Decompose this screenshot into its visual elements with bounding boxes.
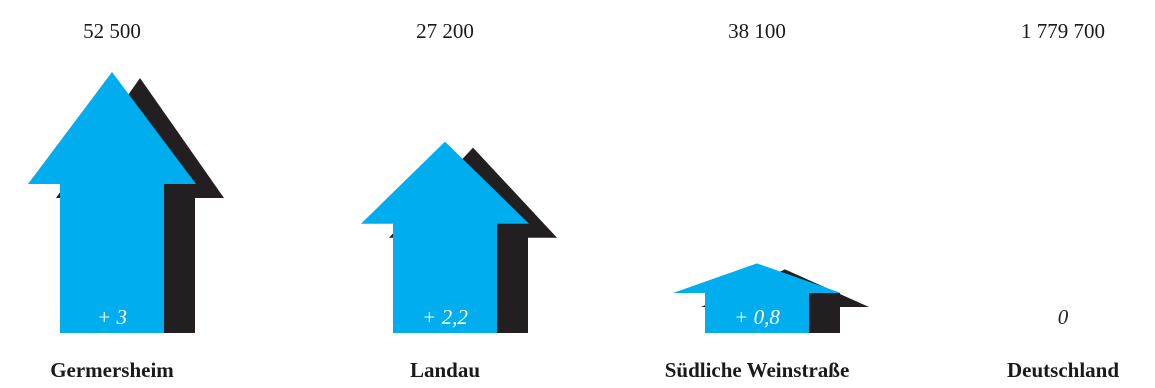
data-label-s-dliche-weinstra-e: + 0,8 xyxy=(734,305,780,329)
bar-arrow-germersheim xyxy=(28,72,196,333)
category-label-landau: Landau xyxy=(410,358,480,382)
category-label-germersheim: Germersheim xyxy=(50,358,174,382)
population-label-deutschland: 1 779 700 xyxy=(1021,19,1105,43)
category-label-deutschland: Deutschland xyxy=(1007,358,1119,382)
arrow-shadow-shaft-germersheim xyxy=(164,184,195,333)
population-label-s-dliche-weinstra-e: 38 100 xyxy=(728,19,786,43)
data-label-landau: + 2,2 xyxy=(422,305,468,329)
arrow-shadow-shaft-s-dliche-weinstra-e xyxy=(809,293,840,333)
data-label-deutschland: 0 xyxy=(1058,305,1069,329)
bar-arrow-landau xyxy=(361,141,529,333)
category-label-s-dliche-weinstra-e: Südliche Weinstraße xyxy=(665,358,850,382)
population-label-landau: 27 200 xyxy=(416,19,474,43)
population-label-germersheim: 52 500 xyxy=(83,19,141,43)
arrow-shadow-shaft-landau xyxy=(497,223,528,333)
bar-arrow-s-dliche-weinstra-e xyxy=(673,263,841,333)
data-label-germersheim: + 3 xyxy=(97,305,127,329)
